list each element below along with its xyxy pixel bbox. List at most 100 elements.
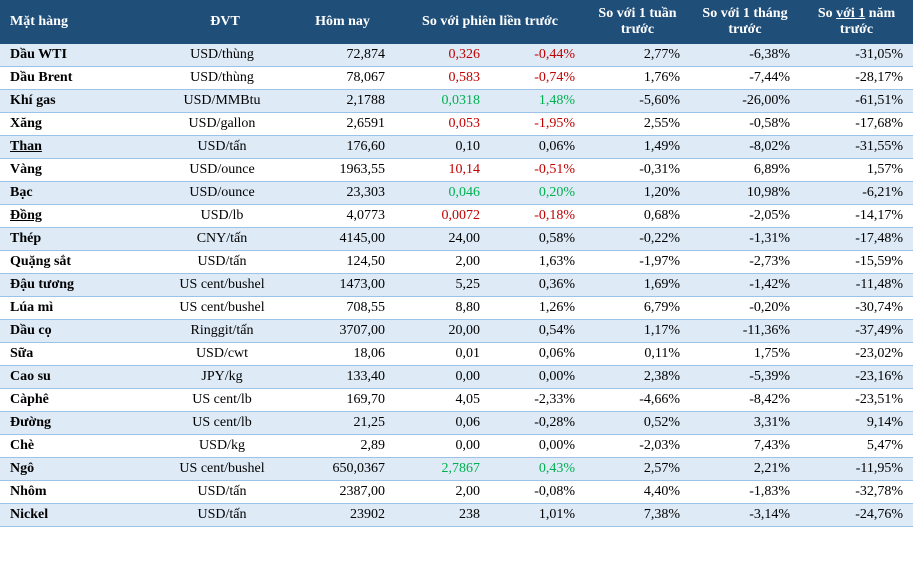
cell-pct: 0,06% xyxy=(490,136,585,159)
table-row: ĐồngUSD/lb4,07730,0072-0,18%0,68%-2,05%-… xyxy=(0,205,913,228)
header-vs-1week: So với 1 tuần trước xyxy=(585,0,690,44)
cell-unit: USD/lb xyxy=(160,205,290,228)
cell-product: Thép xyxy=(0,228,160,251)
cell-unit: USD/tấn xyxy=(160,251,290,274)
cell-unit: USD/MMBtu xyxy=(160,90,290,113)
commodity-price-table: Mặt hàng ĐVT Hôm nay So với phiên liền t… xyxy=(0,0,913,527)
cell-product: Than xyxy=(0,136,160,159)
cell-pct: 1,63% xyxy=(490,251,585,274)
cell-year: 5,47% xyxy=(800,435,913,458)
table-row: Khí gasUSD/MMBtu2,17880,03181,48%-5,60%-… xyxy=(0,90,913,113)
table-row: XăngUSD/gallon2,65910,053-1,95%2,55%-0,5… xyxy=(0,113,913,136)
cell-product: Nickel xyxy=(0,504,160,527)
cell-unit: Ringgit/tấn xyxy=(160,320,290,343)
cell-month: -0,20% xyxy=(690,297,800,320)
cell-today: 78,067 xyxy=(290,67,395,90)
cell-year: 1,57% xyxy=(800,159,913,182)
cell-pct: -0,51% xyxy=(490,159,585,182)
cell-today: 176,60 xyxy=(290,136,395,159)
cell-product: Càphê xyxy=(0,389,160,412)
cell-month: 6,89% xyxy=(690,159,800,182)
cell-pct: 1,01% xyxy=(490,504,585,527)
cell-unit: US cent/bushel xyxy=(160,297,290,320)
cell-month: -1,83% xyxy=(690,481,800,504)
table-row: NgôUS cent/bushel650,03672,78670,43%2,57… xyxy=(0,458,913,481)
cell-delta: 0,00 xyxy=(395,366,490,389)
cell-delta: 0,053 xyxy=(395,113,490,136)
cell-week: -1,97% xyxy=(585,251,690,274)
table-row: BạcUSD/ounce23,3030,0460,20%1,20%10,98%-… xyxy=(0,182,913,205)
cell-year: -61,51% xyxy=(800,90,913,113)
cell-month: -1,31% xyxy=(690,228,800,251)
table-row: SữaUSD/cwt18,060,010,06%0,11%1,75%-23,02… xyxy=(0,343,913,366)
header-vs-1year: So với 1 năm trước xyxy=(800,0,913,44)
table-row: NickelUSD/tấn239022381,01%7,38%-3,14%-24… xyxy=(0,504,913,527)
cell-month: -11,36% xyxy=(690,320,800,343)
cell-today: 3707,00 xyxy=(290,320,395,343)
cell-product: Xăng xyxy=(0,113,160,136)
cell-unit: US cent/lb xyxy=(160,389,290,412)
cell-delta: 0,00 xyxy=(395,435,490,458)
cell-product: Vàng xyxy=(0,159,160,182)
cell-unit: USD/thùng xyxy=(160,44,290,67)
cell-unit: USD/ounce xyxy=(160,182,290,205)
cell-unit: USD/gallon xyxy=(160,113,290,136)
cell-today: 650,0367 xyxy=(290,458,395,481)
cell-delta: 20,00 xyxy=(395,320,490,343)
cell-month: 7,43% xyxy=(690,435,800,458)
cell-delta: 0,10 xyxy=(395,136,490,159)
cell-today: 18,06 xyxy=(290,343,395,366)
cell-year: -28,17% xyxy=(800,67,913,90)
cell-year: -17,48% xyxy=(800,228,913,251)
cell-delta: 0,06 xyxy=(395,412,490,435)
cell-month: -2,05% xyxy=(690,205,800,228)
cell-week: -2,03% xyxy=(585,435,690,458)
cell-month: -0,58% xyxy=(690,113,800,136)
cell-delta: 0,326 xyxy=(395,44,490,67)
cell-week: -5,60% xyxy=(585,90,690,113)
cell-month: 1,75% xyxy=(690,343,800,366)
cell-month: -26,00% xyxy=(690,90,800,113)
header-today: Hôm nay xyxy=(290,0,395,44)
table-row: Dầu cọRinggit/tấn3707,0020,000,54%1,17%-… xyxy=(0,320,913,343)
cell-unit: USD/tấn xyxy=(160,504,290,527)
table-row: CàphêUS cent/lb169,704,05-2,33%-4,66%-8,… xyxy=(0,389,913,412)
cell-year: -31,05% xyxy=(800,44,913,67)
cell-pct: -0,44% xyxy=(490,44,585,67)
cell-today: 21,25 xyxy=(290,412,395,435)
header-vs-1year-underline: với 1 xyxy=(836,6,865,21)
cell-today: 133,40 xyxy=(290,366,395,389)
cell-today: 23902 xyxy=(290,504,395,527)
cell-week: 1,17% xyxy=(585,320,690,343)
table-row: NhômUSD/tấn2387,002,00-0,08%4,40%-1,83%-… xyxy=(0,481,913,504)
cell-year: -37,49% xyxy=(800,320,913,343)
cell-pct: 0,36% xyxy=(490,274,585,297)
cell-delta: 24,00 xyxy=(395,228,490,251)
cell-today: 169,70 xyxy=(290,389,395,412)
cell-year: -14,17% xyxy=(800,205,913,228)
cell-month: -1,42% xyxy=(690,274,800,297)
cell-today: 1963,55 xyxy=(290,159,395,182)
cell-delta: 2,00 xyxy=(395,481,490,504)
cell-pct: -0,74% xyxy=(490,67,585,90)
table-row: Dầu WTIUSD/thùng72,8740,326-0,44%2,77%-6… xyxy=(0,44,913,67)
table-row: ThépCNY/tấn4145,0024,000,58%-0,22%-1,31%… xyxy=(0,228,913,251)
cell-delta: 5,25 xyxy=(395,274,490,297)
table-row: VàngUSD/ounce1963,5510,14-0,51%-0,31%6,8… xyxy=(0,159,913,182)
cell-year: -17,68% xyxy=(800,113,913,136)
cell-month: 10,98% xyxy=(690,182,800,205)
cell-year: -31,55% xyxy=(800,136,913,159)
cell-product: Dầu WTI xyxy=(0,44,160,67)
table-row: ChèUSD/kg2,890,000,00%-2,03%7,43%5,47% xyxy=(0,435,913,458)
cell-week: -4,66% xyxy=(585,389,690,412)
cell-pct: -1,95% xyxy=(490,113,585,136)
cell-product: Bạc xyxy=(0,182,160,205)
cell-delta: 238 xyxy=(395,504,490,527)
cell-unit: USD/tấn xyxy=(160,481,290,504)
cell-week: -0,31% xyxy=(585,159,690,182)
cell-unit: US cent/bushel xyxy=(160,458,290,481)
cell-pct: -0,18% xyxy=(490,205,585,228)
cell-year: -30,74% xyxy=(800,297,913,320)
cell-today: 4145,00 xyxy=(290,228,395,251)
cell-delta: 8,80 xyxy=(395,297,490,320)
